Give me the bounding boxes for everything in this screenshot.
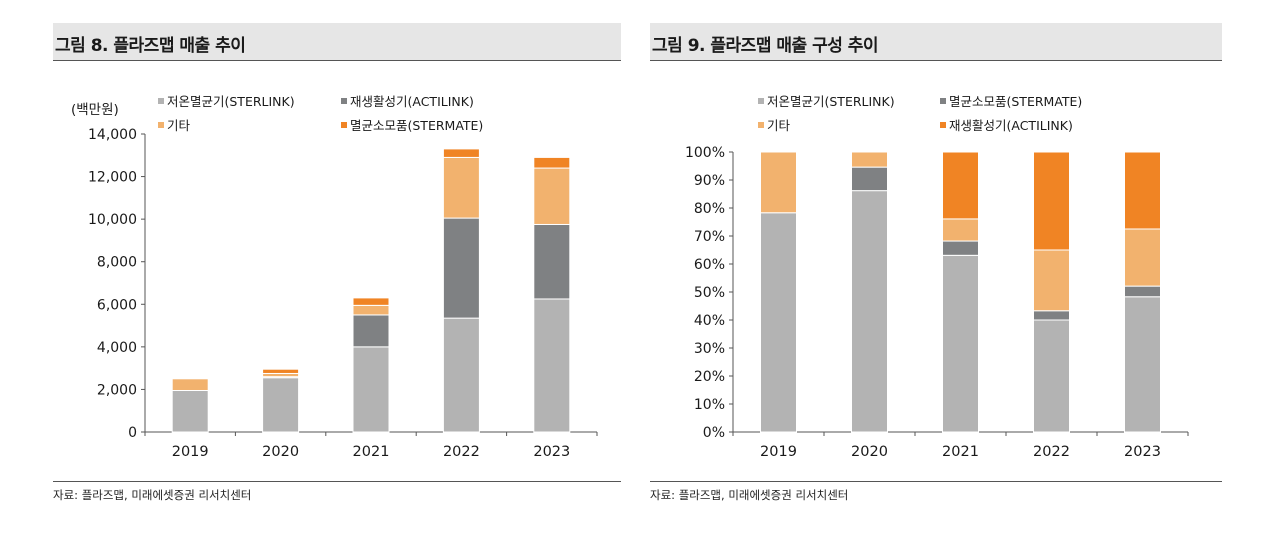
left-legend-swatch <box>341 98 347 104</box>
right-bar-segment <box>851 151 888 168</box>
right-y-tick-label: 70% <box>694 229 725 245</box>
left-bar-segment <box>262 377 300 433</box>
left-y-tick-label: 6,000 <box>97 297 137 313</box>
right-legend-label: 기타 <box>767 118 791 133</box>
left-bar-segment <box>442 217 480 319</box>
right-source-note: 자료: 플라즈맵, 미래에셋증권 리서치센터 <box>650 481 1222 503</box>
left-y-tick-label: 8,000 <box>97 255 137 271</box>
left-stacked-bar-chart: (백만원) 저온멸균기(STERLINK) 재생활성기(ACTILINK) 기타 멸균소… <box>71 94 598 460</box>
left-unit-label: (백만원) <box>71 102 119 118</box>
left-bar-segment <box>352 297 390 306</box>
right-bar-segment <box>760 151 797 214</box>
left-y-tick-label: 0 <box>128 425 137 441</box>
right-bar-segment <box>1124 228 1161 287</box>
right-y-tick-label: 60% <box>694 257 725 273</box>
left-y-tick-label: 14,000 <box>88 127 137 143</box>
right-bar-segment <box>942 218 979 242</box>
right-legend-swatch <box>940 122 946 128</box>
right-bar-segment <box>942 240 979 256</box>
right-x-tick-label: 2020 <box>851 444 888 460</box>
left-legend-swatch <box>158 122 164 128</box>
left-chart-title: 그림 8. 플라즈맵 매출 추이 <box>55 36 246 56</box>
left-bar-segment <box>352 346 390 433</box>
left-y-tick-label: 12,000 <box>88 170 137 186</box>
right-y-tick-label: 50% <box>694 285 725 301</box>
right-legend-swatch <box>940 98 946 104</box>
left-legend-swatch <box>158 98 164 104</box>
right-legend-label: 재생활성기(ACTILINK) <box>949 118 1073 133</box>
left-bar-segment <box>352 314 390 348</box>
right-legend-label: 저온멸균기(STERLINK) <box>767 94 895 109</box>
left-x-tick-label: 2023 <box>533 444 570 460</box>
left-title-bar: 그림 8. 플라즈맵 매출 추이 <box>53 23 621 61</box>
right-legend-swatch <box>758 98 764 104</box>
left-legend-label: 멸균소모품(STERMATE) <box>350 118 483 133</box>
left-y-tick-label: 4,000 <box>97 340 137 356</box>
right-x-tick-label: 2021 <box>942 444 979 460</box>
right-bar-segment <box>851 166 888 192</box>
left-x-tick-label: 2021 <box>353 444 390 460</box>
right-y-tick-label: 80% <box>694 201 725 217</box>
right-bar-segment <box>1124 296 1161 433</box>
right-y-tick-label: 90% <box>694 173 725 189</box>
right-bar-segment <box>1033 310 1070 321</box>
right-bar-segment <box>851 190 888 433</box>
right-bar-segment <box>1033 249 1070 312</box>
left-legend-label: 재생활성기(ACTILINK) <box>350 94 474 109</box>
right-legend-label: 멸균소모품(STERMATE) <box>949 94 1082 109</box>
right-title-bar: 그림 9. 플라즈맵 매출 구성 추이 <box>650 23 1222 61</box>
right-y-tick-label: 10% <box>694 397 725 413</box>
right-legend-swatch <box>758 122 764 128</box>
right-x-tick-label: 2023 <box>1124 444 1161 460</box>
left-y-tick-label: 10,000 <box>88 212 137 228</box>
left-x-tick-label: 2020 <box>262 444 299 460</box>
right-y-tick-label: 0% <box>703 425 725 441</box>
right-bar-segment <box>942 151 979 220</box>
left-bar-segment <box>533 298 571 433</box>
left-bar-segment <box>171 378 209 391</box>
left-legend-swatch <box>341 122 347 128</box>
left-legend-label: 저온멸균기(STERLINK) <box>167 94 295 109</box>
left-bar-segment <box>352 304 390 316</box>
left-source-note: 자료: 플라즈맵, 미래에셋증권 리서치센터 <box>53 481 621 503</box>
right-bar-segment <box>760 212 797 433</box>
right-y-tick-label: 30% <box>694 341 725 357</box>
right-chart-title: 그림 9. 플라즈맵 매출 구성 추이 <box>652 36 879 56</box>
right-bar-segment <box>1033 151 1070 251</box>
left-bar-segment <box>442 317 480 433</box>
right-bar-segment <box>942 254 979 433</box>
right-y-tick-label: 40% <box>694 313 725 329</box>
left-bar-segment <box>533 156 571 169</box>
right-x-tick-label: 2019 <box>760 444 797 460</box>
right-x-tick-label: 2022 <box>1033 444 1070 460</box>
left-bar-segment <box>442 156 480 219</box>
left-chart-panel: 그림 8. 플라즈맵 매출 추이 (백만원) 저온멸균기(STERLINK) 재생활… <box>53 23 621 523</box>
left-legend-label: 기타 <box>167 118 191 133</box>
right-bar-segment <box>1033 319 1070 433</box>
left-bar-segment <box>533 223 571 300</box>
left-y-tick-label: 2,000 <box>97 382 137 398</box>
right-stacked-bar-chart: 저온멸균기(STERLINK) 멸균소모품(STERMATE) 기타 재생활성기(AC… <box>685 94 1189 460</box>
left-x-tick-label: 2022 <box>443 444 480 460</box>
right-y-tick-label: 100% <box>685 145 725 161</box>
left-bar-segment <box>171 389 209 433</box>
left-bar-segment <box>262 368 300 374</box>
right-bar-segment <box>1124 285 1161 298</box>
left-bar-segment <box>533 167 571 225</box>
right-bar-segment <box>1124 151 1161 230</box>
right-chart-panel: 그림 9. 플라즈맵 매출 구성 추이 저온멸균기(STERLINK) 멸균소모품… <box>650 23 1222 523</box>
left-bar-segment <box>442 148 480 158</box>
left-x-tick-label: 2019 <box>172 444 209 460</box>
right-y-tick-label: 20% <box>694 369 725 385</box>
